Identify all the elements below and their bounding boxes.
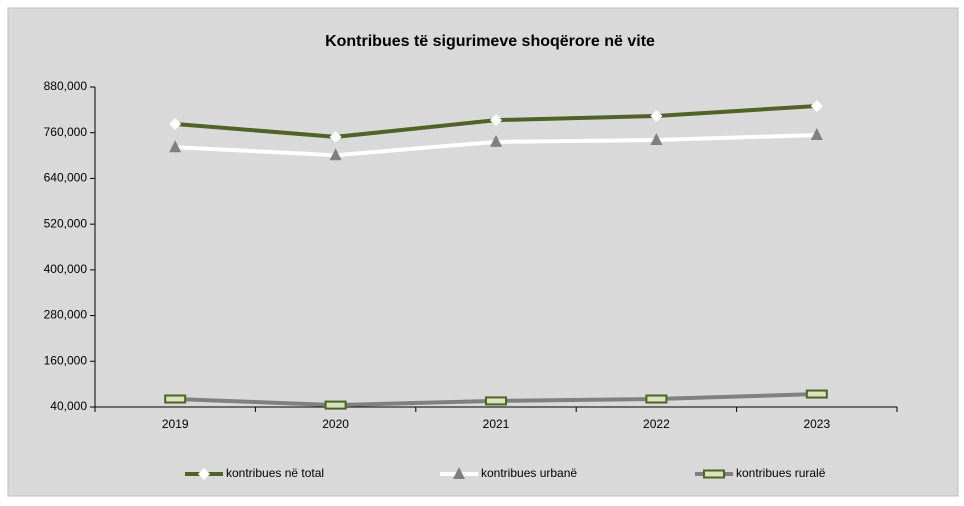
marker [164,394,187,404]
y-tick-label: 280,000 [44,308,88,322]
y-tick-label: 880,000 [44,79,88,93]
legend-label: kontribues ruralë [736,466,826,480]
y-tick-label: 640,000 [44,171,88,185]
marker [329,130,342,143]
marker [490,114,502,127]
x-tick-label: 2021 [483,417,510,431]
marker [169,140,182,153]
x-tick-label: 2020 [322,417,349,431]
x-tick-label: 2022 [643,417,670,431]
marker [169,117,182,130]
marker [805,389,828,399]
marker [329,148,342,161]
marker [810,100,823,113]
y-tick-label: 760,000 [44,125,88,139]
marker [198,468,210,480]
marker [324,400,347,410]
y-tick-label: 40,000 [50,399,87,413]
legend-label: kontribues në total [226,466,324,480]
marker [650,132,663,145]
marker [645,394,668,404]
y-tick-label: 400,000 [44,262,88,276]
marker [703,469,725,479]
legend-label: kontribues urbanë [481,466,577,480]
chart-background [7,7,959,497]
marker [453,467,465,479]
x-tick-label: 2023 [803,417,830,431]
marker [485,396,507,406]
chart-title: Kontribues të sigurimeve shoqërore në vi… [325,33,655,50]
marker [650,109,663,122]
marker [490,134,502,147]
x-tick-label: 2019 [162,417,189,431]
marker [810,128,823,140]
y-tick-label: 520,000 [44,216,88,230]
y-tick-label: 160,000 [44,353,88,367]
